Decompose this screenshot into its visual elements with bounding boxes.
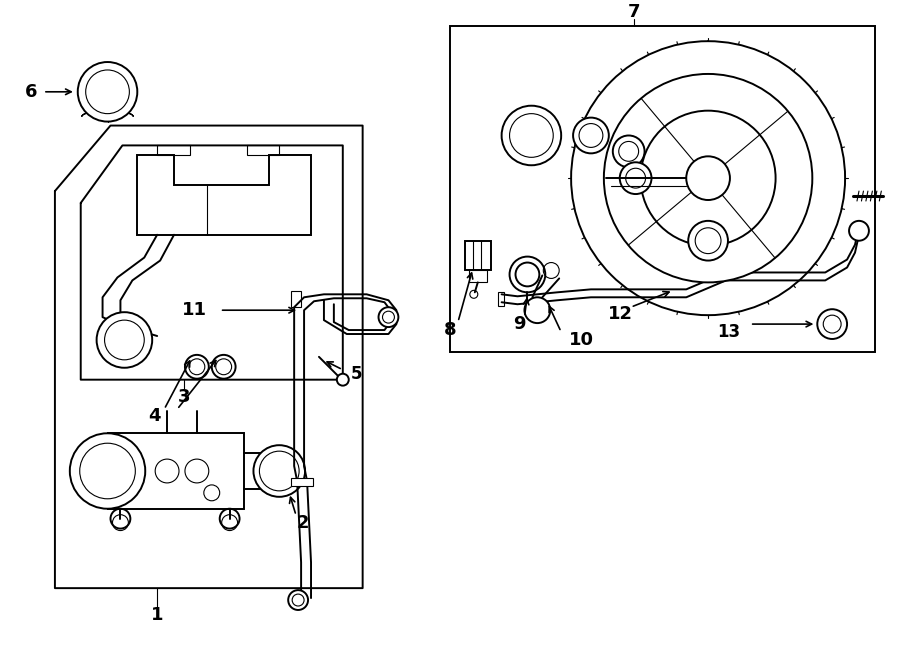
Circle shape [379,307,399,327]
Circle shape [817,309,847,339]
Bar [450,26,875,352]
Circle shape [77,62,138,122]
Circle shape [849,221,868,241]
Bar [469,270,487,282]
Text: 2: 2 [297,514,310,531]
Text: 8: 8 [444,321,456,339]
Text: 4: 4 [148,407,160,426]
Circle shape [509,256,545,292]
Circle shape [288,590,308,610]
Circle shape [525,297,550,323]
Circle shape [254,446,305,497]
Bar [498,292,504,306]
Text: 7: 7 [627,3,640,21]
Circle shape [613,136,644,167]
Circle shape [185,355,209,379]
Text: 12: 12 [608,305,634,323]
Circle shape [573,118,608,153]
Circle shape [641,110,776,246]
Bar [465,241,491,270]
Circle shape [620,163,652,194]
Text: 1: 1 [151,606,164,624]
Text: 11: 11 [182,301,207,319]
Circle shape [604,74,813,282]
Circle shape [70,433,145,509]
Polygon shape [107,433,244,509]
Text: 10: 10 [569,331,593,349]
Circle shape [688,221,728,260]
Circle shape [687,157,730,200]
Circle shape [212,355,236,379]
Polygon shape [138,155,311,235]
Text: 5: 5 [351,365,362,383]
Text: 9: 9 [513,315,526,333]
Circle shape [572,41,845,315]
Circle shape [337,373,348,385]
Text: 6: 6 [25,83,37,101]
Circle shape [501,106,562,165]
Bar [292,478,313,486]
Text: 13: 13 [716,323,740,341]
Circle shape [96,312,152,368]
Text: 3: 3 [177,387,190,406]
Bar [292,292,302,307]
